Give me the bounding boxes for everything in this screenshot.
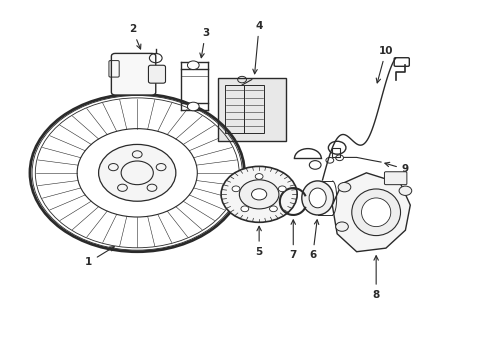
FancyBboxPatch shape	[148, 65, 165, 83]
Circle shape	[337, 183, 350, 192]
Circle shape	[221, 166, 297, 222]
Circle shape	[398, 186, 411, 195]
Ellipse shape	[351, 189, 400, 235]
FancyBboxPatch shape	[111, 53, 156, 95]
Polygon shape	[331, 173, 409, 252]
Circle shape	[251, 189, 266, 200]
Circle shape	[335, 222, 347, 231]
Circle shape	[99, 144, 176, 201]
Text: 5: 5	[255, 226, 262, 257]
Circle shape	[255, 174, 263, 179]
Text: 8: 8	[372, 256, 379, 300]
Text: 2: 2	[128, 24, 141, 49]
Circle shape	[241, 206, 248, 212]
Circle shape	[187, 102, 199, 111]
Text: 1: 1	[84, 247, 114, 267]
Ellipse shape	[361, 198, 390, 226]
Circle shape	[278, 186, 285, 192]
Bar	[331, 148, 339, 157]
Text: 6: 6	[308, 220, 318, 260]
Ellipse shape	[308, 188, 325, 208]
FancyBboxPatch shape	[384, 172, 406, 185]
Text: 3: 3	[200, 28, 209, 58]
Circle shape	[239, 180, 278, 209]
Text: 7: 7	[289, 220, 296, 260]
Text: 10: 10	[375, 46, 392, 83]
Circle shape	[232, 186, 240, 192]
Circle shape	[269, 206, 277, 212]
Text: 4: 4	[252, 21, 262, 74]
Ellipse shape	[301, 181, 333, 215]
Text: 9: 9	[384, 162, 408, 174]
Circle shape	[187, 61, 199, 69]
Bar	[217, 78, 285, 140]
